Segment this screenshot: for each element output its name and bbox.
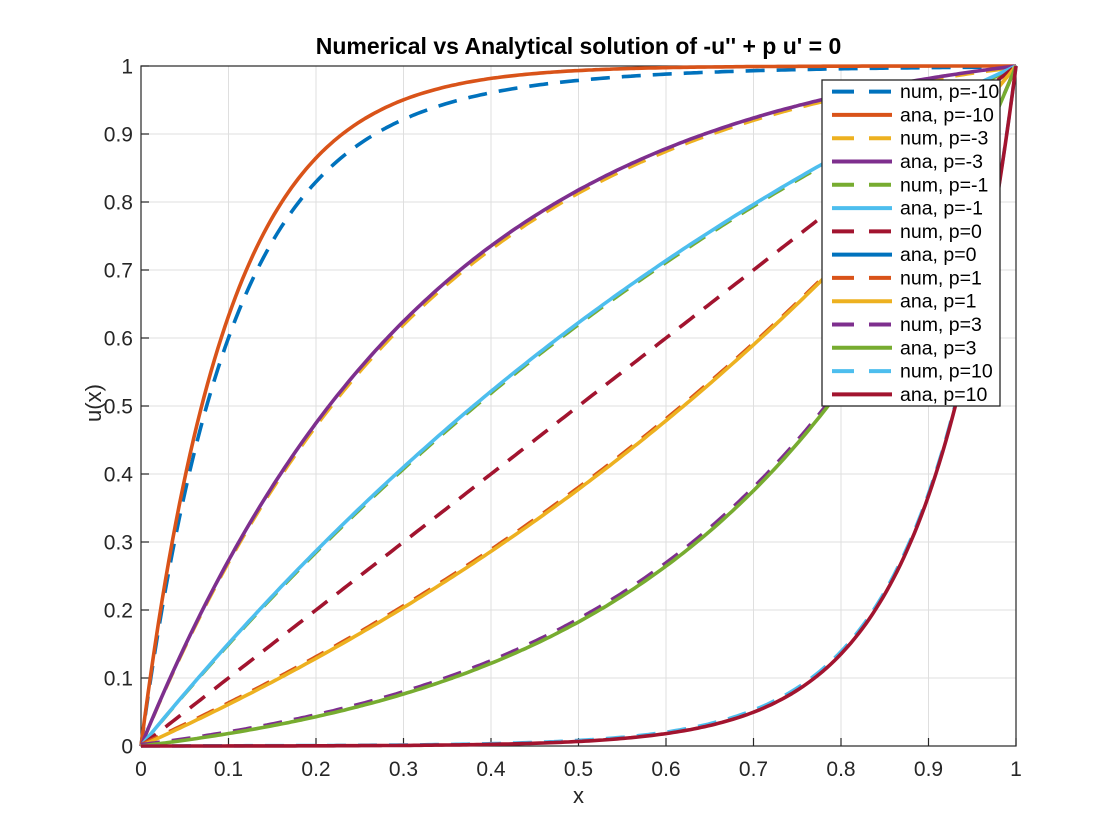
y-tick-label: 0.7 bbox=[104, 260, 133, 283]
legend-label: ana, p=-3 bbox=[900, 151, 983, 173]
legend-item-num-p-3: num, p=3 bbox=[832, 314, 982, 336]
legend-item-ana-p-10: ana, p=10 bbox=[832, 384, 987, 406]
legend-label: ana, p=1 bbox=[900, 291, 976, 313]
legend-item-ana-p-3: ana, p=3 bbox=[832, 337, 976, 359]
y-axis-label: u(x) bbox=[81, 384, 106, 422]
curve-ana-p-10 bbox=[141, 65, 1018, 748]
y-tick-label: 0.3 bbox=[104, 532, 133, 555]
legend-label: num, p=10 bbox=[900, 361, 993, 383]
legend-label: ana, p=0 bbox=[900, 244, 977, 266]
x-tick-label: 0.5 bbox=[564, 758, 593, 781]
legend-item-num-p-0: num, p=0 bbox=[832, 221, 982, 243]
x-tick-label: 0.4 bbox=[476, 758, 506, 781]
plot-title: Numerical vs Analytical solution of -u''… bbox=[315, 33, 842, 59]
legend-box bbox=[821, 79, 1001, 407]
legend-item-num-p-neg10: num, p=-10 bbox=[832, 81, 999, 103]
legend-label: num, p=0 bbox=[900, 221, 982, 243]
legend-item-num-p-neg1: num, p=-1 bbox=[832, 174, 988, 196]
legend-label: ana, p=3 bbox=[900, 337, 976, 359]
legend-item-num-p-10: num, p=10 bbox=[832, 361, 993, 383]
x-tick-label: 0.9 bbox=[914, 758, 943, 781]
x-tick-label: 1 bbox=[1010, 758, 1022, 781]
legend-label: ana, p=-1 bbox=[900, 198, 983, 220]
legend-label: ana, p=10 bbox=[900, 384, 987, 406]
x-tick-label: 0.1 bbox=[214, 758, 243, 781]
legend-item-ana-p-neg1: ana, p=-1 bbox=[832, 198, 983, 220]
x-tick-label: 0.2 bbox=[301, 758, 330, 781]
y-tick-label: 0.9 bbox=[104, 124, 133, 147]
legend-label: ana, p=-10 bbox=[900, 104, 994, 126]
x-tick-label: 0.7 bbox=[739, 758, 768, 781]
y-tick-label: 0.4 bbox=[104, 464, 134, 487]
x-tick-label: 0.3 bbox=[389, 758, 418, 781]
y-tick-label: 0.2 bbox=[104, 600, 133, 623]
legend-item-ana-p-neg3: ana, p=-3 bbox=[832, 151, 983, 173]
x-axis-label: x bbox=[573, 783, 584, 808]
y-tick-label: 0.1 bbox=[104, 668, 133, 691]
x-tick-label: 0.8 bbox=[826, 758, 855, 781]
legend-item-ana-p-0: ana, p=0 bbox=[832, 244, 977, 266]
y-tick-label: 0.8 bbox=[104, 192, 133, 215]
legend-item-num-p-neg3: num, p=-3 bbox=[832, 128, 988, 150]
legend-item-ana-p-neg10: ana, p=-10 bbox=[832, 104, 994, 126]
legend-label: num, p=3 bbox=[900, 314, 982, 336]
y-tick-label: 0.5 bbox=[104, 396, 133, 419]
y-tick-label: 1 bbox=[121, 56, 133, 79]
legend-item-ana-p-1: ana, p=1 bbox=[832, 291, 976, 313]
y-tick-label: 0.6 bbox=[104, 328, 133, 351]
x-tick-label: 0 bbox=[135, 758, 147, 781]
legend-label: num, p=1 bbox=[900, 267, 982, 289]
legend-item-num-p-1: num, p=1 bbox=[832, 267, 982, 289]
legend-label: num, p=-10 bbox=[900, 81, 999, 103]
curve-ana-p-neg10 bbox=[139, 64, 1016, 747]
legend-label: num, p=-1 bbox=[900, 174, 988, 196]
legend-label: num, p=-3 bbox=[900, 128, 988, 150]
curve-num-p-neg10 bbox=[139, 65, 1016, 747]
x-tick-label: 0.6 bbox=[651, 758, 680, 781]
y-tick-label: 0 bbox=[121, 736, 133, 759]
